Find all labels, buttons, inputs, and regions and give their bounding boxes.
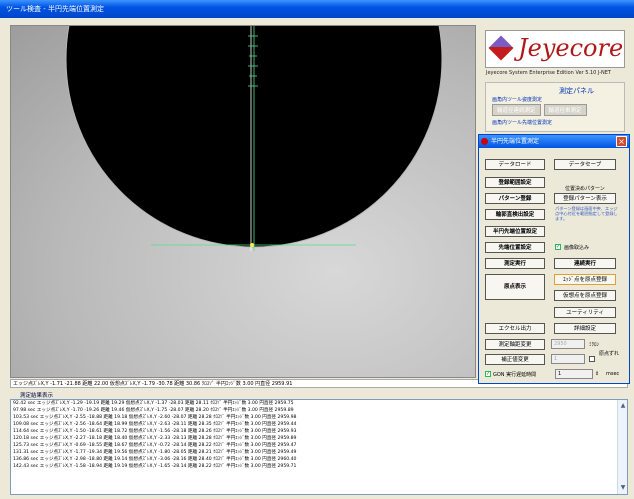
excel-output-button[interactable]: エクセル出力 [485,323,545,334]
tip-setting-button[interactable]: 先端位置設定 [485,242,545,253]
results-scrollbar[interactable]: ▲ ▼ [617,400,627,494]
dialog-title-bar: 半円先端位置測定 × [479,135,629,148]
continuous-run-button[interactable]: 連続実行 [554,258,616,269]
result-row: 92.42 sec エッジ点ｽﾞﾚX,Y -1.29 -19.19 距離 19.… [13,401,294,406]
jeyecore-logo: Jeyecore [485,30,625,68]
msec-label: msec [606,371,620,377]
measure-run-button[interactable]: 測定実行 [485,258,545,269]
register-range-button[interactable]: 登録範囲設定 [485,177,545,188]
origin-show-button[interactable]: 原点表示 [485,274,545,300]
measure-panel-title: 測定パネル [559,87,594,95]
results-label: 測定結果表示 [20,393,54,399]
gon-checkbox[interactable]: ✓ [485,371,491,377]
origin-offset-label: 原点ずれ [599,351,620,357]
origin-offset-checkbox[interactable] [589,356,595,362]
measure-panel-sub1: 画角内ツール姿度測定 [492,97,543,103]
edition-text: Jeyecore System Enterprise Edition Ver 5… [486,70,611,76]
result-row: 142.43 sec エッジ点ｽﾞﾚX,Y -1.58 -18.94 距離 19… [13,464,297,469]
scale-ticks [248,35,258,87]
result-row: 125.73 sec エッジ点ｽﾞﾚX,Y -0.69 -18.55 距離 18… [13,443,297,448]
result-row: 103.53 sec エッジ点ｽﾞﾚX,Y -2.55 -18.88 距離 19… [13,415,297,420]
camera-image-view[interactable] [10,25,476,378]
contour-detect-button[interactable]: 輪郭直検出設定 [485,209,545,220]
micron-label: ﾐｸﾛﾝ [589,342,600,348]
data-load-button[interactable]: データロード [485,159,545,170]
measure-panel-sub2: 画角内ツール先端位置測定 [492,120,553,126]
semicircle-setting-button[interactable]: 半円先端位置設定 [485,226,545,237]
gon-delay-field[interactable]: 1 [555,369,593,379]
pattern-note: パターン登録は画面中央、エッジ点中心付近を範囲指定して登録します。 [555,206,618,221]
edge-register-button[interactable]: ｴｯｼﾞ点を原点登録 [554,274,616,285]
correction-change-button[interactable]: 補正値変更 [485,354,545,365]
dialog-app-icon [481,138,488,145]
measure-panel: 測定パネル 画角内ツール姿度測定 輪道径連続測定 輪道径単測定 画角内ツール先端… [485,82,625,132]
scroll-up-icon[interactable]: ▲ [620,402,626,409]
correction-value-field[interactable]: 1 [551,354,585,364]
image-capture-checkbox[interactable]: ✓ [555,244,561,250]
result-row: 114.64 sec エッジ点ｽﾞﾚX,Y -1.50 -18.61 距離 18… [13,429,297,434]
data-save-button[interactable]: データセーブ [554,159,616,170]
measure-change-button[interactable]: 測定軸距変更 [485,339,545,350]
image-capture-label: 画像取込み [564,245,590,251]
window-title: ツール検査 - 半円先端位置測定 [6,5,104,13]
measure-value-field[interactable]: 2950 [551,339,585,349]
pattern-register-button[interactable]: パターン登録 [485,193,545,204]
result-row: 131.31 sec エッジ点ｽﾞﾚX,Y -1.77 -19.34 距離 19… [13,450,297,455]
dialog-title: 半円先端位置測定 [491,138,540,145]
result-row: 136.86 sec エッジ点ｽﾞﾚX,Y -2.98 -18.80 距離 19… [13,457,297,462]
gon-label: GON 実行遅延時間 [493,372,537,378]
scroll-down-icon[interactable]: ▼ [620,484,626,491]
edge-point-marker [250,243,254,247]
logo-cube-icon [488,35,514,61]
camera-image-overlay [65,26,443,251]
result-row: 120.18 sec エッジ点ｽﾞﾚX,Y -2.27 -18.18 距離 18… [13,436,297,441]
spinner-icon[interactable]: ⇕ [595,371,600,377]
result-row: 97.98 sec エッジ点ｽﾞﾚX,Y -1.70 -19.26 距離 19.… [13,408,294,413]
continuous-measure-button[interactable]: 輪道径連続測定 [492,104,541,116]
result-row: 109.08 sec エッジ点ｽﾞﾚX,Y -2.56 -18.64 距離 18… [13,422,297,427]
utility-button[interactable]: ユーティリティ [554,307,616,318]
results-list[interactable]: 92.42 sec エッジ点ｽﾞﾚX,Y -1.29 -19.19 距離 19.… [10,399,628,495]
window-title-bar: ツール検査 - 半円先端位置測定 [0,0,634,18]
semicircle-dialog: 半円先端位置測定 × データロード データセーブ 登録範囲設定 位置決めパターン… [478,134,630,384]
single-measure-button[interactable]: 輪道径単測定 [543,104,587,116]
logo-name: Jeyecore [518,34,624,62]
register-pattern-show-button[interactable]: 登録パターン表示 [554,193,616,204]
close-icon[interactable]: × [616,136,627,147]
pattern-label: 位置決めパターン [565,186,605,192]
detail-setting-button[interactable]: 詳細設定 [554,323,616,334]
virtual-register-button[interactable]: 仮想点を原点登録 [554,290,616,301]
